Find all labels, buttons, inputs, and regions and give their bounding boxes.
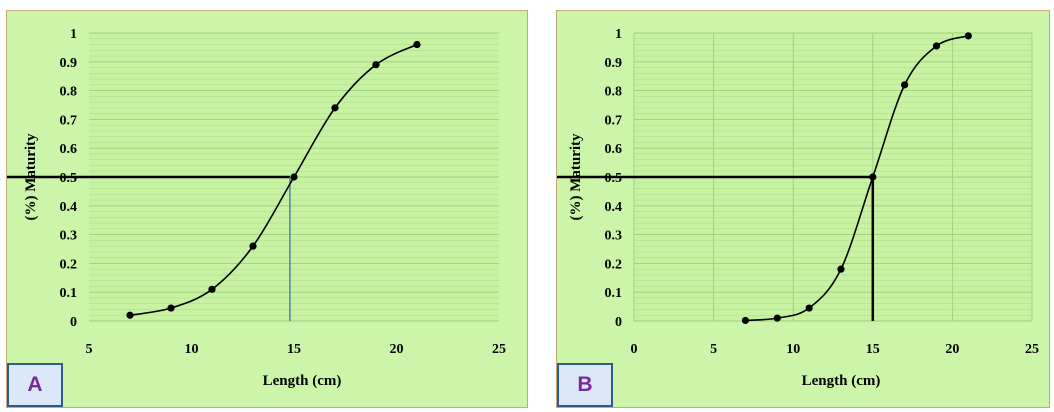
data-point (249, 242, 257, 250)
data-point (331, 104, 339, 112)
series-line (129, 43, 418, 317)
y-tick-label: 1 (70, 27, 77, 42)
y-tick-label: 0.3 (60, 229, 78, 244)
maturity-chart-b: 00.10.20.30.40.50.60.70.80.910 5 10 15 20 25L… (557, 27, 1039, 389)
y-tick-label: 0.6 (605, 142, 623, 157)
y-tick-label: 0.8 (60, 85, 78, 100)
x-tick-label: 25 (492, 342, 506, 357)
data-point (741, 316, 750, 325)
x-tick-label: 10 (786, 342, 800, 357)
data-point (773, 314, 781, 322)
x-tick-label: 15 (866, 342, 880, 357)
x-axis-label: Length (cm) (802, 373, 881, 389)
y-tick-label: 0.3 (605, 229, 623, 244)
data-point (901, 81, 909, 89)
x-axis-label: Length (cm) (263, 373, 342, 389)
panel-label-b: B (557, 363, 613, 407)
y-tick-label: 0.6 (60, 142, 78, 157)
y-tick-label: 1 (615, 27, 622, 42)
y-tick-label: 0 (615, 315, 622, 330)
data-point (208, 285, 216, 293)
data-point (126, 311, 134, 319)
x-tick-label: 5 (86, 342, 93, 357)
y-tick-label: 0.9 (60, 56, 78, 71)
x-tick-label: 20 (945, 342, 959, 357)
data-point (372, 61, 380, 69)
x-tick-label: 15 (287, 342, 301, 357)
y-tick-label: 0.4 (60, 200, 78, 215)
y-tick-label: 0.1 (60, 286, 78, 301)
data-point (167, 304, 175, 312)
x-tick-label: 20 (390, 342, 404, 357)
x-tick-label: 25 (1025, 342, 1039, 357)
y-tick-label: 0.5 (60, 171, 78, 186)
chart-panel-b: 0 0.1 0.2 0.3 0.4 0.5 0.6 0.7 0.8 0.9 1 0 5 10 15 20 25 L… (556, 10, 1050, 408)
chart-panel-a: 0 0.1 0.2 0.3 0.4 0.5 0.6 0.7 0.8 0.9 1 5 10 15 20 25 Le… (6, 10, 528, 408)
y-tick-label: 0.7 (60, 113, 78, 128)
data-point (290, 173, 298, 181)
y-tick-label: 0.8 (605, 85, 623, 100)
y-tick-label: 0.9 (605, 56, 623, 71)
panel-label-a: A (7, 363, 63, 407)
data-point (837, 265, 845, 273)
data-point (964, 32, 972, 40)
y-tick-label: 0.5 (605, 171, 623, 186)
y-tick-label: 0.1 (605, 286, 623, 301)
x-tick-label: 5 (710, 342, 717, 357)
series-line (745, 35, 969, 322)
x-tick-label: 0 (631, 342, 638, 357)
y-tick-label: 0.2 (605, 257, 623, 272)
data-point (869, 173, 877, 181)
data-point (413, 40, 421, 49)
x-tick-label: 10 (185, 342, 199, 357)
data-point (932, 42, 941, 50)
maturity-chart-a: 00.10.20.30.40.50.60.70.80.915 10 15 20 25Le… (7, 27, 506, 389)
y-tick-label: 0.4 (605, 200, 623, 215)
y-tick-label: 0.2 (60, 257, 78, 272)
y-tick-label: 0.7 (605, 113, 623, 128)
data-point (805, 304, 813, 312)
y-tick-label: 0 (70, 315, 77, 330)
